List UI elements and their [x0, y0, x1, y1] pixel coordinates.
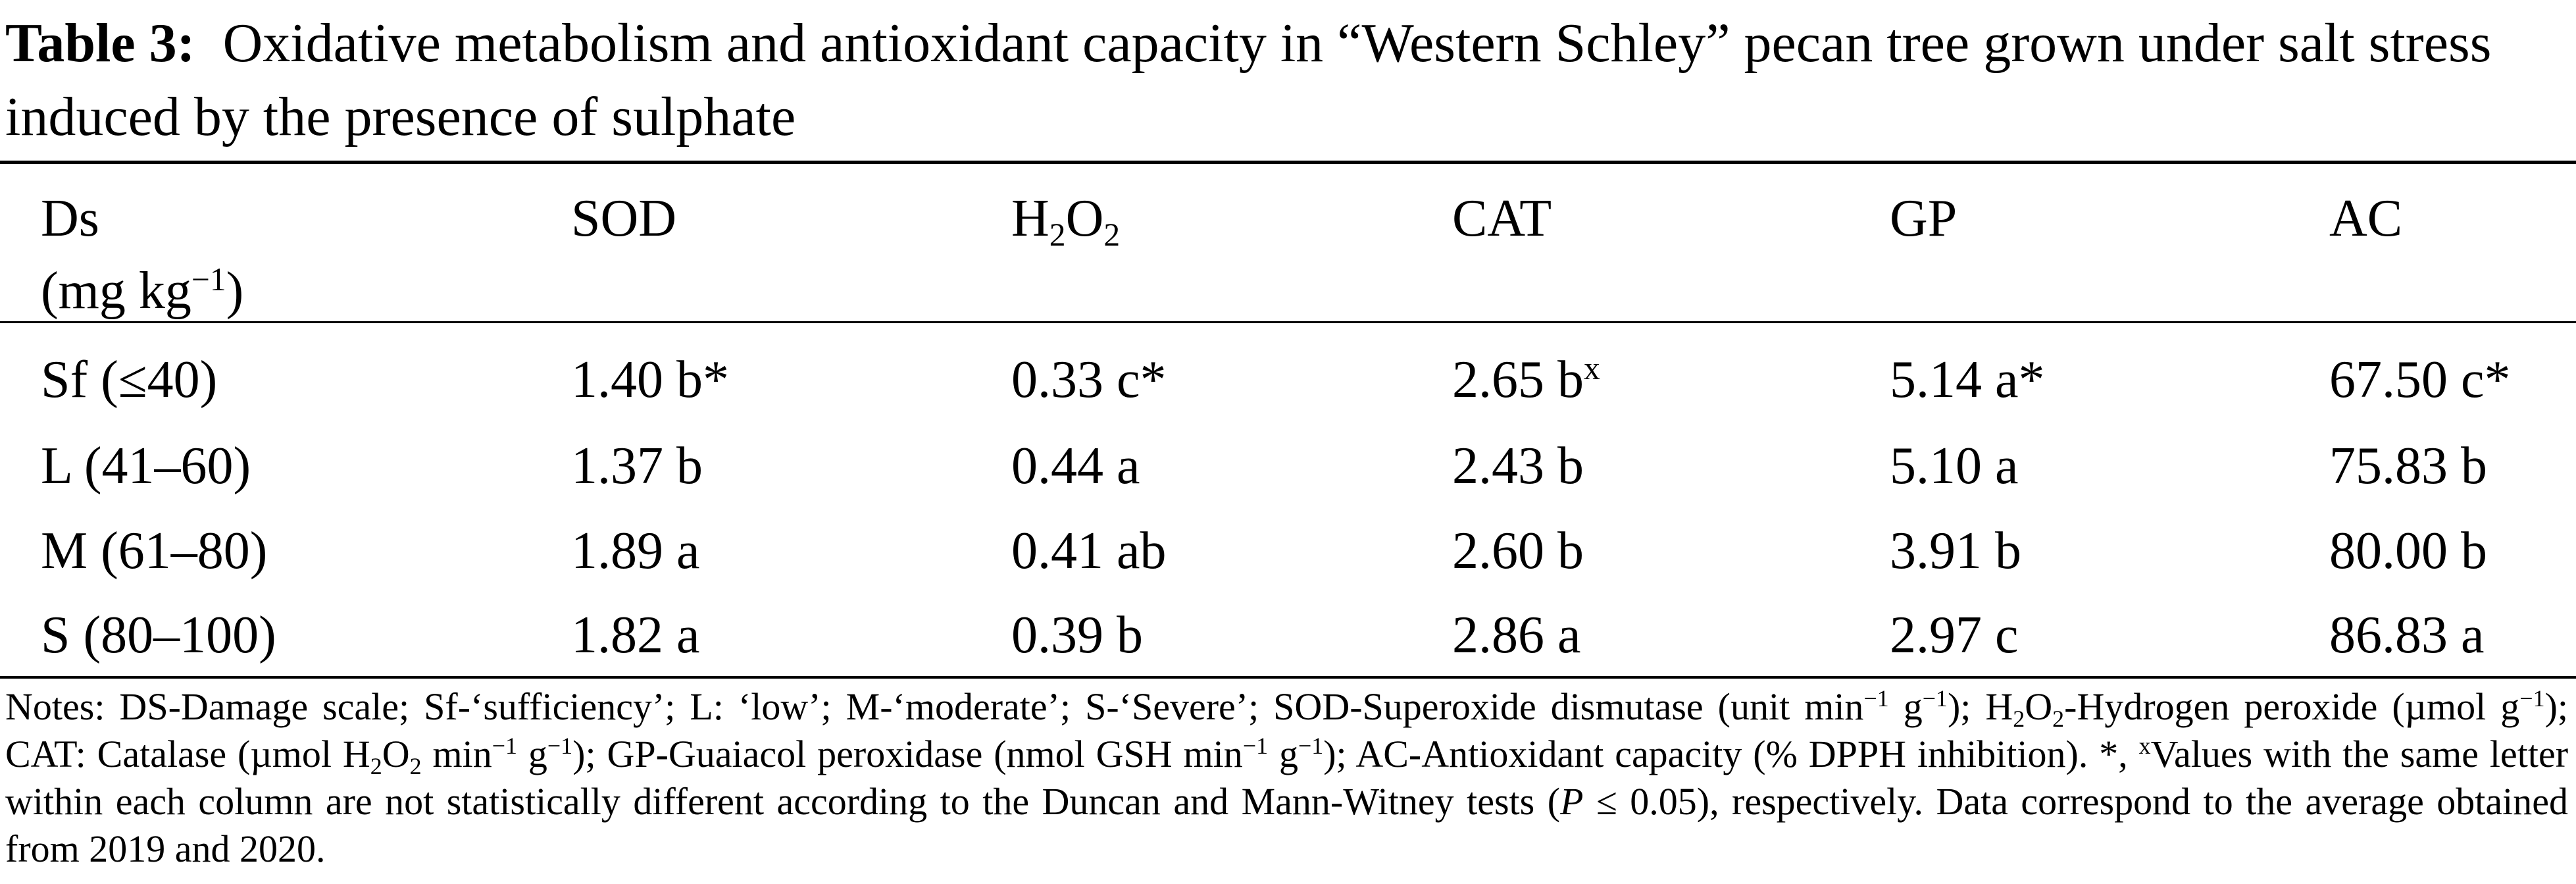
table-cell-gp: 2.97 c — [1890, 606, 2019, 664]
table-label: Table 3: — [5, 13, 195, 74]
table-cell-sod: 1.89 a — [571, 522, 700, 580]
header-sod: SOD — [571, 190, 677, 247]
header-h2o2: H2O2 — [1011, 190, 1121, 253]
table-cell-sod: 1.40 b* — [571, 351, 729, 409]
table-cell-ac: 67.50 c* — [2329, 351, 2511, 409]
table-cell-sod: 1.37 b — [571, 437, 703, 495]
table-cell-cat: 2.65 bx — [1452, 350, 1600, 409]
header-ds-unit: (mg kg−1) — [41, 261, 244, 320]
header-gp: GP — [1890, 190, 1957, 247]
table-cell-cat: 2.60 b — [1452, 522, 1584, 580]
table-cell-h2o2: 0.39 b — [1011, 606, 1143, 664]
table-notes: Notes: DS-Damage scale; Sf-‘sufficiency’… — [5, 685, 2569, 870]
table-cell-h2o2: 0.44 a — [1011, 437, 1140, 495]
header-ac: AC — [2329, 190, 2403, 247]
table-cell-ac: 80.00 b — [2329, 522, 2487, 580]
table-title: Oxidative metabolism and antioxidant cap… — [5, 13, 2492, 147]
header-rule — [0, 321, 2576, 323]
table-cell-ac: 75.83 b — [2329, 437, 2487, 495]
table-cell-ds: S (80–100) — [41, 606, 276, 664]
table-cell-gp: 5.14 a* — [1890, 351, 2045, 409]
table-caption: Table 3: Oxidative metabolism and antiox… — [5, 7, 2568, 154]
bottom-rule — [0, 676, 2576, 679]
top-rule — [0, 161, 2576, 164]
table-cell-gp: 3.91 b — [1890, 522, 2021, 580]
table-cell-sod: 1.82 a — [571, 606, 700, 664]
table-cell-ds: Sf (≤40) — [41, 351, 218, 409]
table-cell-ds: M (61–80) — [41, 522, 268, 580]
header-cat: CAT — [1452, 190, 1552, 247]
table-cell-gp: 5.10 a — [1890, 437, 2019, 495]
header-ds: Ds — [41, 190, 99, 247]
table-cell-h2o2: 0.41 ab — [1011, 522, 1167, 580]
table-cell-h2o2: 0.33 c* — [1011, 351, 1167, 409]
table-cell-cat: 2.86 a — [1452, 606, 1581, 664]
table-cell-ac: 86.83 a — [2329, 606, 2485, 664]
table-cell-cat: 2.43 b — [1452, 437, 1584, 495]
table-cell-ds: L (41–60) — [41, 437, 251, 495]
